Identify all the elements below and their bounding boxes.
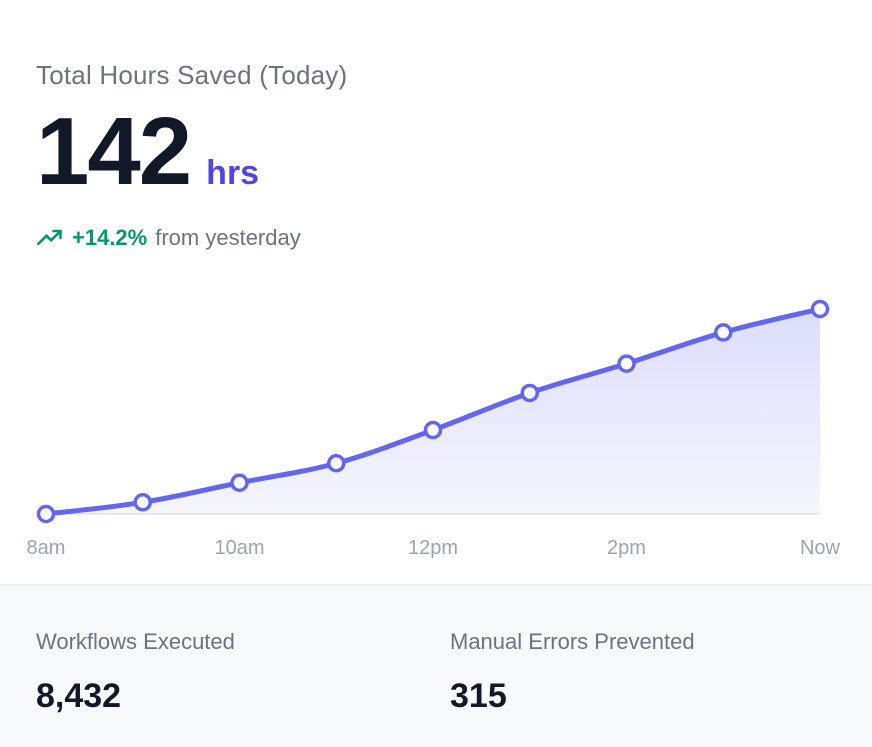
stat-errors-prevented: Manual Errors Prevented 315 bbox=[450, 629, 695, 716]
chart-point-11am[interactable] bbox=[327, 453, 346, 473]
delta-row: +14.2% from yesterday bbox=[36, 224, 301, 252]
hours-area-chart: 8am 10am 12pm 2pm Now bbox=[27, 299, 841, 559]
chart-point-10am[interactable] bbox=[230, 473, 249, 493]
delta-caption: from yesterday bbox=[155, 225, 301, 250]
x-tick-label: 2pm bbox=[607, 537, 646, 559]
chart-point-12pm[interactable] bbox=[423, 420, 443, 440]
chart-point-8am[interactable] bbox=[36, 504, 56, 524]
chart-point-3pm[interactable] bbox=[714, 323, 733, 342]
chart-area-fill bbox=[46, 309, 820, 514]
stat-label: Workflows Executed bbox=[36, 629, 235, 654]
hours-unit: hrs bbox=[206, 154, 260, 192]
chart-point-2pm[interactable] bbox=[617, 354, 636, 373]
chart-point-1pm[interactable] bbox=[520, 383, 539, 403]
stat-value: 8,432 bbox=[36, 677, 122, 715]
chart-point-9am[interactable] bbox=[133, 493, 152, 512]
x-tick-label: 10am bbox=[214, 537, 264, 559]
card-title: Total Hours Saved (Today) bbox=[36, 60, 348, 90]
hours-value: 142 bbox=[36, 98, 192, 205]
chart-x-ticks: 8am 10am 12pm 2pm Now bbox=[27, 537, 841, 559]
chart-points bbox=[36, 299, 830, 524]
trending-up-icon bbox=[36, 224, 64, 252]
x-tick-label: 12pm bbox=[408, 537, 458, 559]
stat-workflows: Workflows Executed 8,432 bbox=[36, 629, 235, 716]
chart-point-Now[interactable] bbox=[810, 299, 830, 319]
headline-metric: 142 hrs bbox=[36, 104, 259, 200]
stat-label: Manual Errors Prevented bbox=[450, 629, 695, 654]
stats-footer: Workflows Executed 8,432 Manual Errors P… bbox=[0, 584, 872, 747]
delta-percent: +14.2% bbox=[72, 225, 148, 250]
x-tick-label: Now bbox=[800, 537, 841, 559]
stat-value: 315 bbox=[450, 677, 507, 715]
x-tick-label: 8am bbox=[27, 537, 66, 559]
